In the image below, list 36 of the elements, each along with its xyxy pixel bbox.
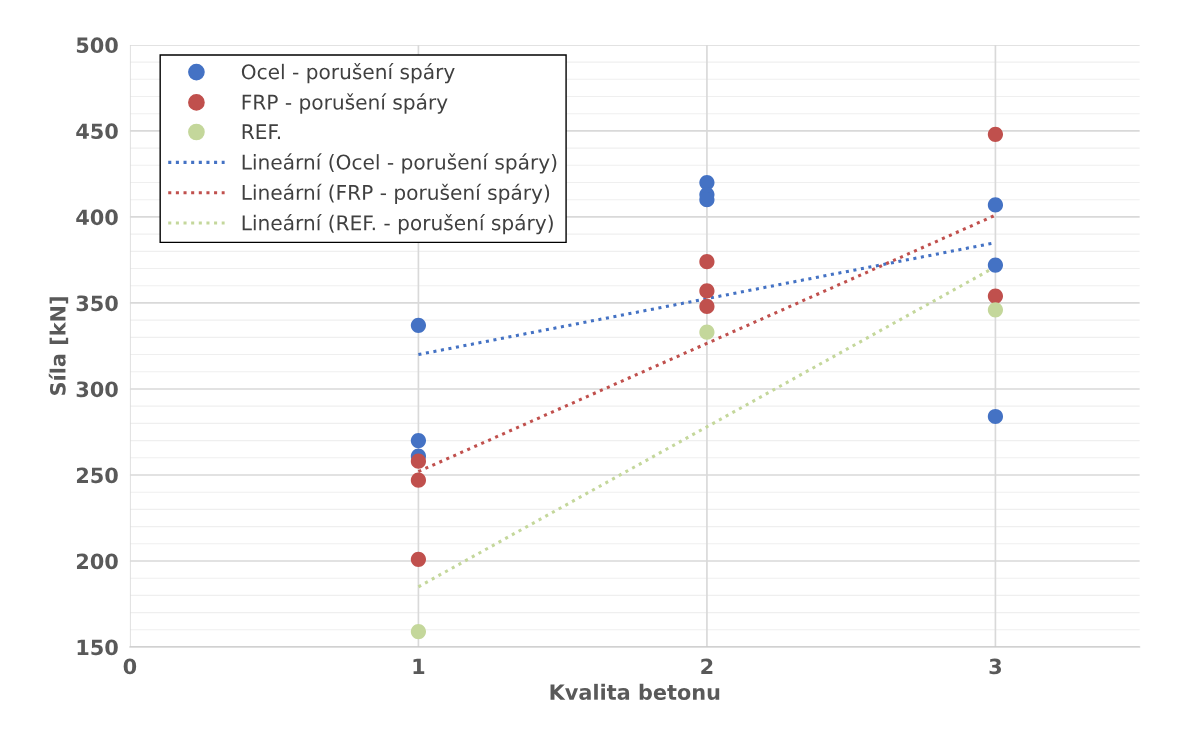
point [987,408,1004,425]
y-axis-title: Síla [kN] [48,297,69,395]
point [410,623,427,640]
y-tick-label: 450 [76,123,118,140]
x-tick-label: 1 [413,658,425,674]
point [987,302,1004,318]
y-tick-label: 400 [76,209,118,226]
y-tick-label: 500 [76,37,118,54]
legend-label: Lineární (REF. - porušení spáry) [242,214,553,235]
x-axis-title: Kvalita betonu [550,683,720,700]
point [699,298,715,314]
point [410,317,427,333]
point [410,453,427,469]
point [410,432,427,449]
y-tick-label: 350 [76,295,118,312]
legend-label: Lineární (Ocel - porušení spáry) [242,153,557,174]
x-tick-label: 0 [123,658,137,675]
x-tick-label: 2 [701,658,713,674]
legend-label: FRP - porušení spáry [242,93,448,114]
legend-label: REF. [242,124,281,140]
y-tick-label: 150 [77,639,118,656]
legend-label: Ocel - porušení spáry [241,63,455,84]
point [410,472,427,488]
point [410,551,427,567]
point [699,283,715,299]
y-tick-label: 250 [76,467,118,484]
point [699,324,715,340]
legend-label: Lineární (FRP - porušení spáry) [242,183,550,204]
point [699,254,715,270]
y-tick-label: 200 [76,553,118,570]
point [987,288,1004,304]
y-tick-label: 300 [76,381,118,398]
point [987,197,1004,213]
point [987,126,1004,142]
x-tick-label: 3 [989,658,1002,675]
point [987,257,1004,273]
